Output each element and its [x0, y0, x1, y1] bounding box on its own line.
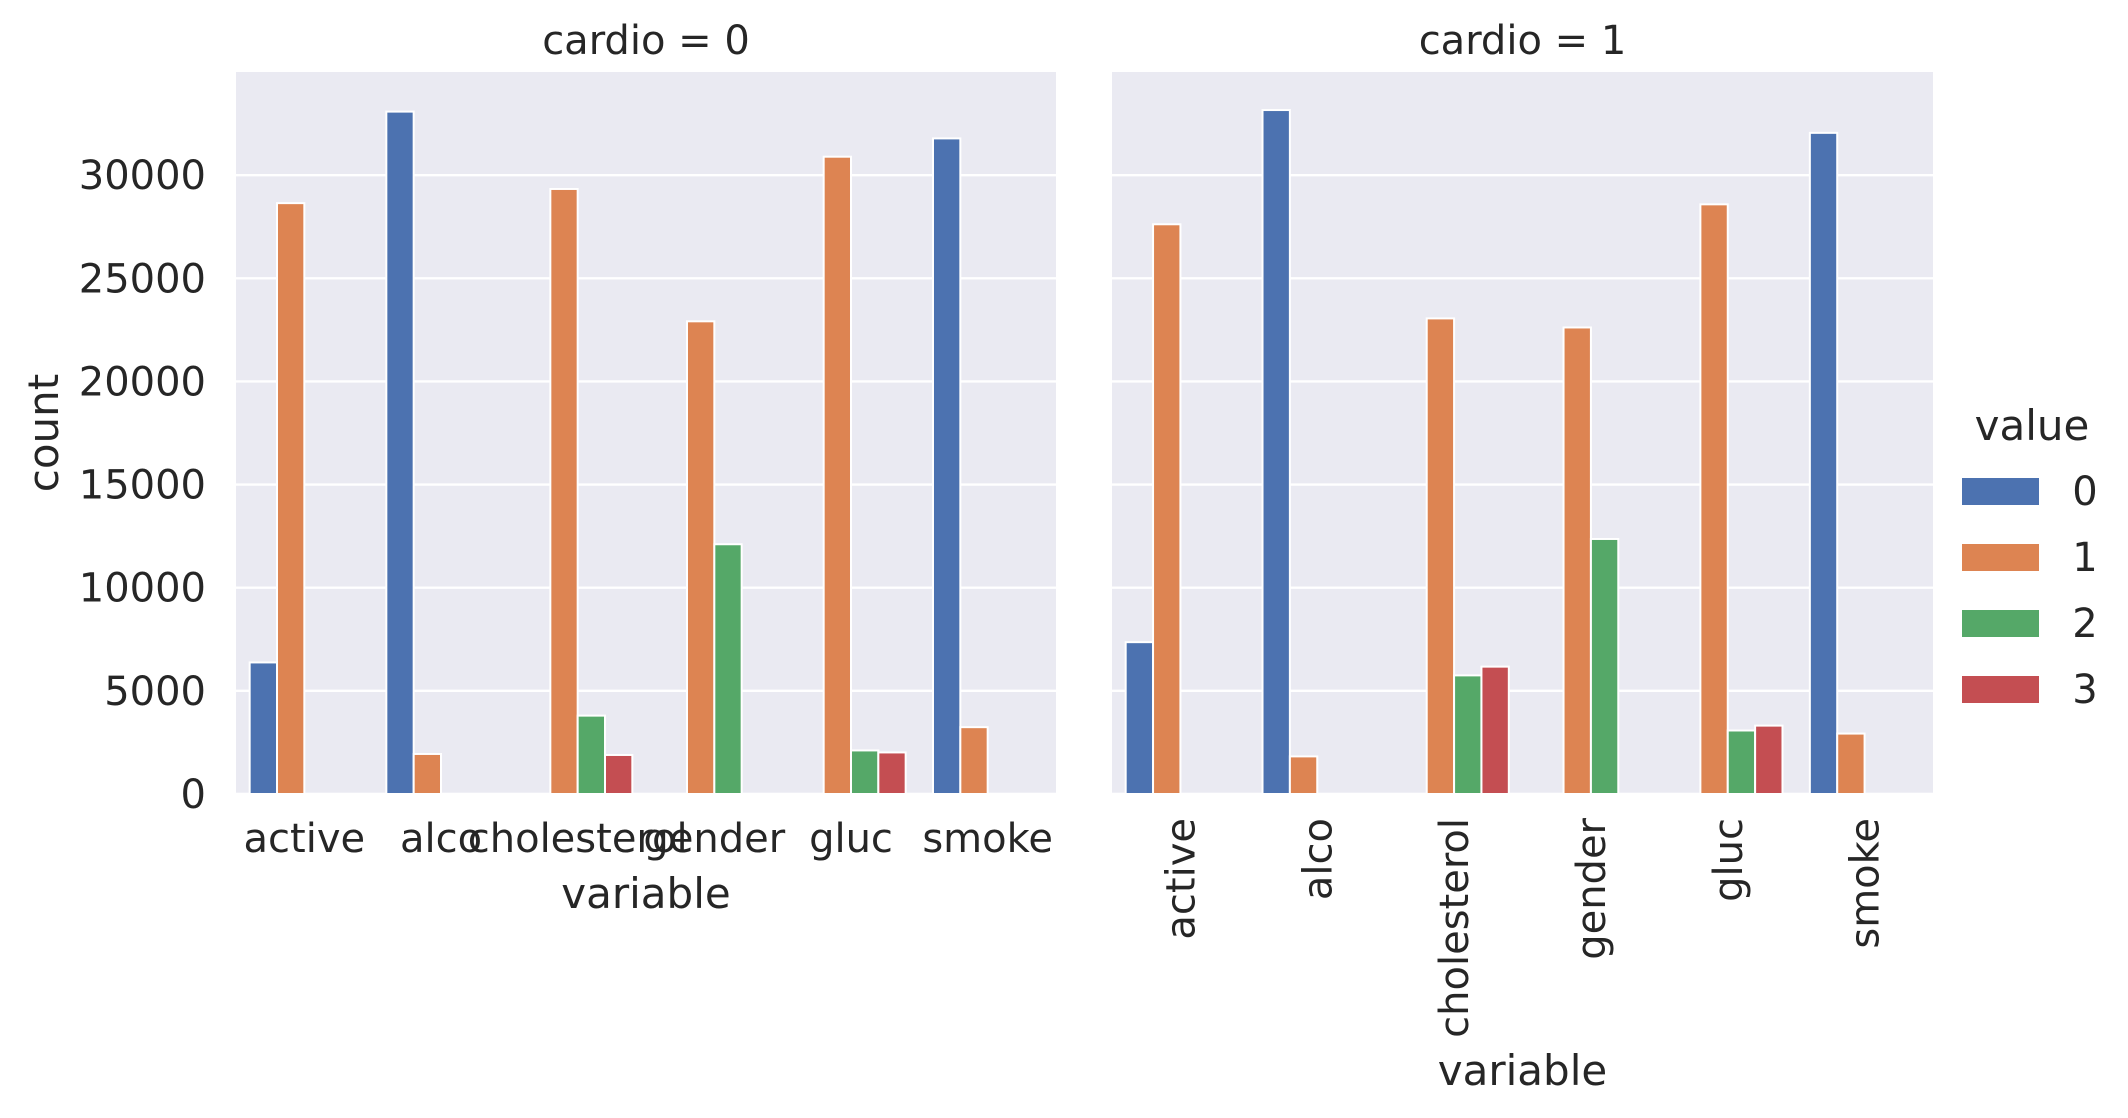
bar-gender-value-1	[1562, 326, 1592, 795]
bar-alco-value-1	[412, 752, 442, 796]
y-tick-label: 30000	[79, 153, 206, 199]
bar-gluc-value-3	[1754, 724, 1784, 795]
y-tick-label: 5000	[104, 669, 206, 715]
bar-gluc-value-2	[1726, 729, 1757, 795]
bar-smoke-value-1	[959, 726, 989, 796]
x-axis-label: variable	[1438, 1046, 1607, 1095]
legend-title: value	[1975, 401, 2090, 450]
bar-smoke-value-0	[1808, 131, 1839, 795]
legend-label: 0	[2072, 469, 2097, 515]
bar-active-value-1	[1152, 223, 1182, 796]
bar-cholesterol-value-3	[1480, 665, 1510, 796]
y-tick-label: 0	[181, 772, 206, 818]
bar-smoke-value-1	[1836, 732, 1866, 796]
legend-swatch-0	[1962, 478, 2039, 505]
bar-gluc-value-2	[850, 749, 880, 795]
facet-title: cardio = 1	[1419, 18, 1627, 64]
bar-gender-value-1	[686, 320, 716, 795]
bar-gluc-value-1	[1699, 203, 1729, 796]
bar-gender-value-2	[1589, 537, 1620, 796]
bar-alco-value-0	[1261, 109, 1291, 796]
x-tick-label: alco	[1295, 818, 1341, 900]
bar-cholesterol-value-2	[1453, 674, 1483, 796]
bar-gender-value-2	[713, 543, 743, 795]
facet-title: cardio = 0	[542, 18, 750, 64]
y-tick-label: 20000	[79, 359, 206, 405]
x-tick-label: cholesterol	[468, 816, 688, 862]
bar-gluc-value-3	[877, 751, 907, 795]
bar-alco-value-0	[385, 110, 415, 795]
x-tick-label: cholesterol	[1432, 818, 1478, 1038]
bar-cholesterol-value-1	[549, 187, 579, 796]
legend-swatch-1	[1962, 544, 2039, 571]
y-tick-label: 15000	[79, 463, 206, 509]
bar-active-value-0	[1124, 641, 1155, 795]
x-tick-label: active	[244, 816, 366, 862]
bar-cholesterol-value-2	[576, 714, 607, 796]
x-axis-label: variable	[561, 869, 730, 918]
y-tick-label: 10000	[79, 566, 206, 612]
x-tick-label: smoke	[1843, 818, 1889, 949]
bar-cholesterol-value-1	[1425, 317, 1456, 795]
legend-label: 2	[2072, 601, 2097, 647]
y-tick-label: 25000	[79, 256, 206, 302]
x-tick-label: gluc	[809, 816, 893, 862]
bar-smoke-value-0	[932, 137, 962, 795]
panel-background-0	[236, 72, 1056, 794]
bar-gluc-value-1	[822, 155, 853, 795]
x-tick-label: gluc	[1706, 818, 1752, 902]
bar-active-value-1	[276, 202, 306, 796]
bar-active-value-0	[248, 661, 279, 795]
bar-cholesterol-value-3	[604, 753, 634, 796]
x-tick-label: gender	[643, 816, 785, 862]
y-axis-label: count	[19, 374, 68, 493]
legend-label: 1	[2072, 535, 2097, 581]
x-tick-label: alco	[400, 816, 482, 862]
legend-swatch-3	[1962, 676, 2039, 703]
legend-swatch-2	[1962, 610, 2039, 637]
x-tick-label: gender	[1569, 817, 1615, 959]
x-tick-label: active	[1158, 818, 1204, 940]
legend-label: 3	[2072, 667, 2097, 713]
x-tick-label: smoke	[922, 816, 1053, 862]
panel-background-1	[1112, 72, 1933, 794]
bar-alco-value-1	[1288, 755, 1319, 795]
